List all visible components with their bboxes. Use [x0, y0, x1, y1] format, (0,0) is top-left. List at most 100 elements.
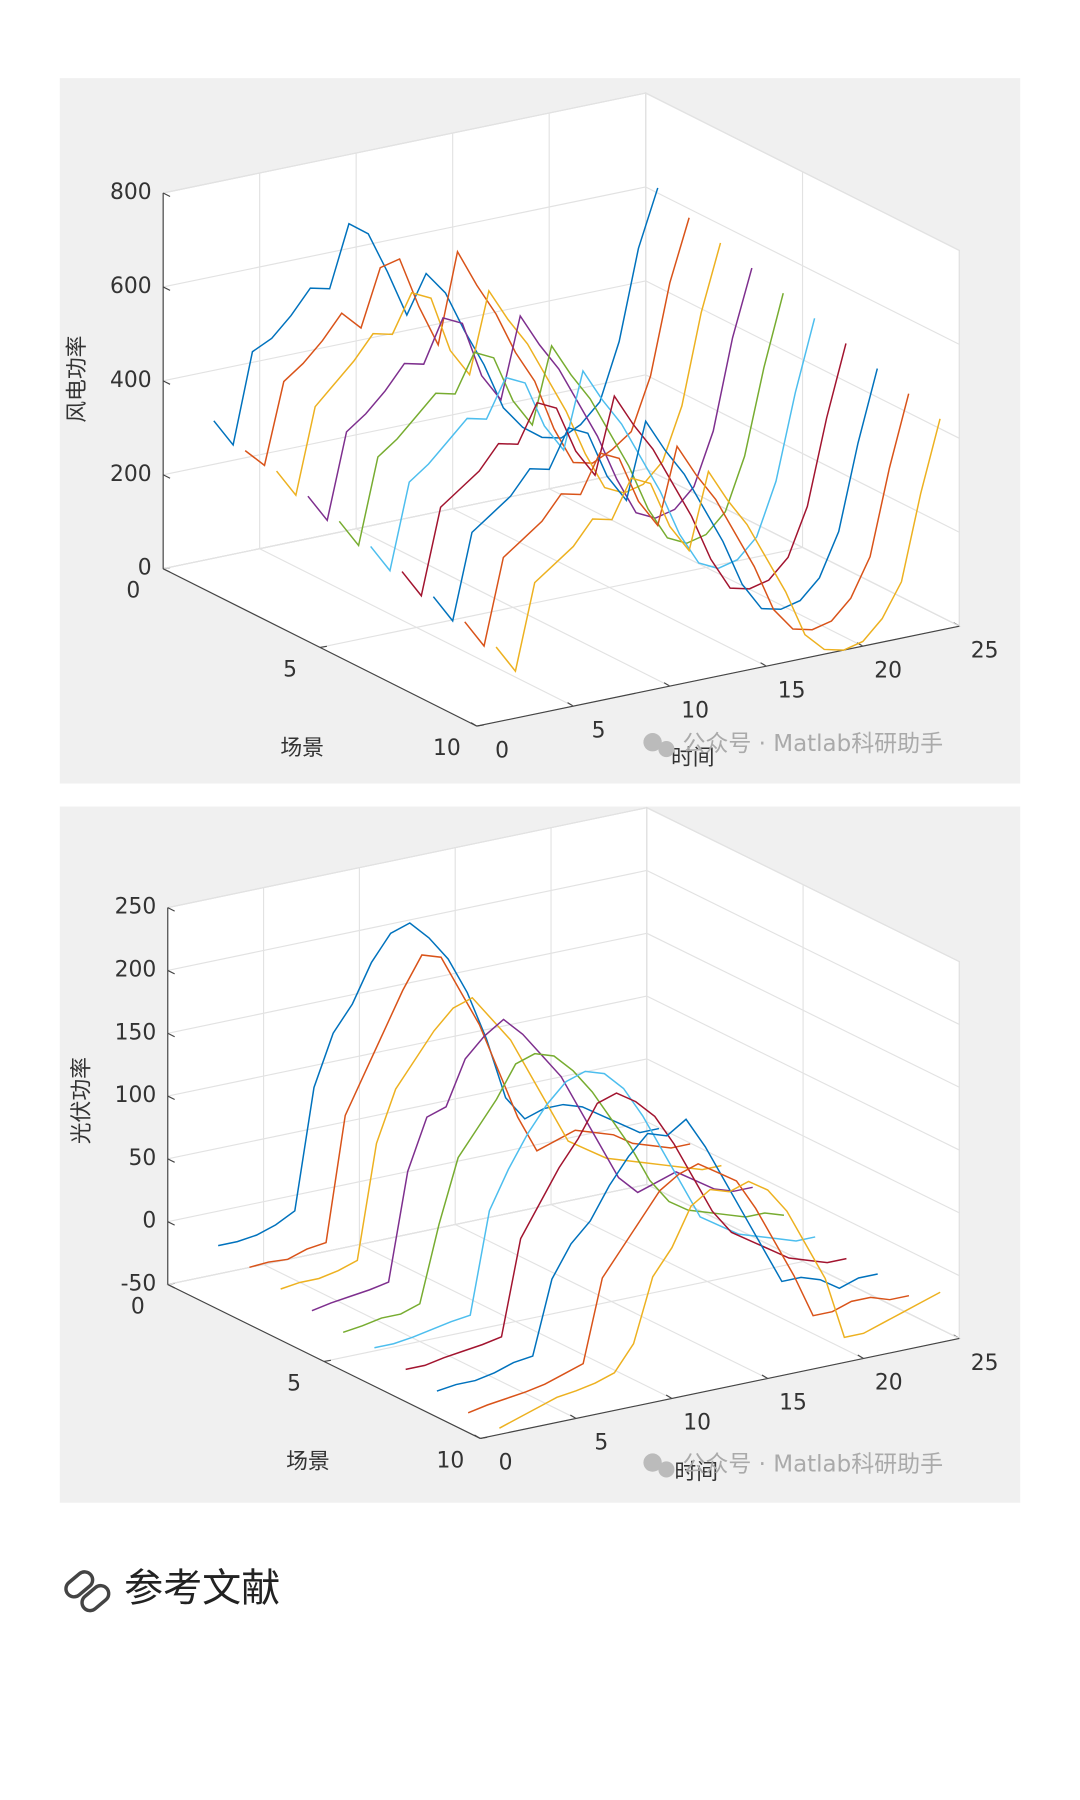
- watermark-icon: [643, 733, 662, 752]
- watermark-icon: [658, 741, 675, 758]
- grid-line: [163, 186, 646, 288]
- grid-line: [319, 546, 803, 648]
- series-line: [432, 368, 879, 623]
- y-tick-label: 5: [283, 657, 297, 682]
- z-tick-label: 50: [128, 1146, 156, 1171]
- tick-mark: [162, 286, 171, 291]
- tick-mark: [567, 702, 574, 707]
- x-tick-label: 10: [681, 698, 709, 723]
- grid-line: [646, 1121, 960, 1277]
- grid-line: [323, 1260, 804, 1363]
- z-tick-label: 150: [115, 1020, 157, 1045]
- axis-line: [476, 625, 960, 727]
- x-tick-label: 15: [778, 678, 806, 703]
- tick-mark: [665, 1394, 673, 1399]
- z-tick-label: 600: [110, 274, 152, 299]
- grid-line: [163, 374, 646, 476]
- grid-line: [167, 995, 647, 1097]
- series-line: [342, 1052, 785, 1334]
- series-line: [275, 242, 722, 497]
- grid-line: [645, 186, 960, 345]
- watermark-icon: [658, 1461, 675, 1478]
- series-line: [374, 1070, 816, 1349]
- grid-line: [167, 869, 647, 972]
- z-tick-label: 200: [110, 462, 152, 487]
- series-line: [244, 217, 690, 467]
- watermark-icon: [643, 1453, 662, 1472]
- x-tick-label: 20: [874, 658, 902, 683]
- x-tick-label: 15: [779, 1391, 807, 1416]
- axis-label: 时间: [674, 1460, 718, 1485]
- tick-mark: [570, 1414, 577, 1419]
- axis-line: [480, 1337, 960, 1439]
- axis-label: 场景: [280, 736, 324, 761]
- tick-mark: [319, 645, 327, 648]
- grid-line: [167, 1058, 647, 1160]
- tick-mark: [167, 1095, 175, 1101]
- grid-line: [163, 92, 646, 194]
- series-line: [464, 393, 910, 648]
- y-tick-label: 10: [437, 1448, 465, 1473]
- grid-line: [646, 1184, 960, 1339]
- tick-mark: [167, 907, 175, 912]
- series-line: [401, 343, 847, 598]
- tick-mark: [167, 969, 175, 975]
- tick-mark: [167, 1032, 175, 1038]
- tick-mark: [162, 192, 171, 197]
- x-tick-label: 10: [683, 1411, 711, 1436]
- series-line: [280, 996, 722, 1290]
- series-line: [370, 318, 816, 573]
- axis-label: 时间: [671, 745, 715, 770]
- x-tick-label: 25: [971, 638, 999, 663]
- x-tick-label: 25: [971, 1351, 999, 1376]
- grid-line: [646, 995, 960, 1151]
- tick-mark: [663, 682, 671, 687]
- tick-mark: [167, 1221, 175, 1226]
- y-tick-label: 0: [131, 1294, 145, 1319]
- z-tick-label: 250: [115, 895, 157, 920]
- z-tick-label: 100: [115, 1083, 157, 1108]
- z-tick-label: 400: [110, 368, 152, 393]
- series-line: [436, 1118, 878, 1392]
- grid-line: [645, 468, 960, 627]
- y-tick-label: 0: [126, 579, 140, 604]
- z-tick-label: 0: [138, 556, 152, 581]
- grid-line: [167, 1183, 647, 1286]
- y-tick-label: 5: [287, 1371, 301, 1396]
- grid-line: [645, 374, 960, 533]
- series-line: [249, 954, 691, 1269]
- tick-mark: [760, 662, 767, 667]
- section-heading: 参考文献: [124, 1567, 280, 1612]
- tick-mark: [167, 1158, 175, 1163]
- grid-line: [167, 807, 647, 909]
- grid-line: [645, 92, 960, 251]
- x-tick-label: 5: [594, 1431, 608, 1456]
- link-icon: [64, 1570, 111, 1613]
- tick-mark: [162, 474, 171, 479]
- z-tick-label: 0: [142, 1209, 156, 1234]
- series-line: [213, 187, 659, 447]
- series-line: [499, 1180, 941, 1429]
- axis-label: 光伏功率: [70, 1057, 95, 1144]
- series-line: [338, 292, 784, 548]
- grid-line: [163, 280, 646, 382]
- x-tick-label: 0: [499, 1451, 513, 1476]
- axis-label: 风电功率: [65, 336, 90, 423]
- watermark: 公众号 · Matlab科研助手: [682, 731, 943, 757]
- grid-line: [646, 932, 960, 1088]
- axis-line: [162, 568, 478, 727]
- z-tick-label: -50: [121, 1271, 157, 1296]
- x-tick-label: 5: [592, 718, 606, 743]
- axis-line: [167, 1283, 481, 1439]
- tick-mark: [761, 1374, 769, 1379]
- axis-label: 场景: [286, 1450, 330, 1475]
- grid-line: [646, 807, 960, 963]
- x-tick-label: 20: [875, 1371, 903, 1396]
- series-line: [218, 922, 660, 1247]
- y-tick-label: 10: [433, 736, 461, 761]
- series-line: [495, 418, 941, 673]
- grid-line: [646, 1058, 960, 1214]
- tick-mark: [323, 1359, 331, 1363]
